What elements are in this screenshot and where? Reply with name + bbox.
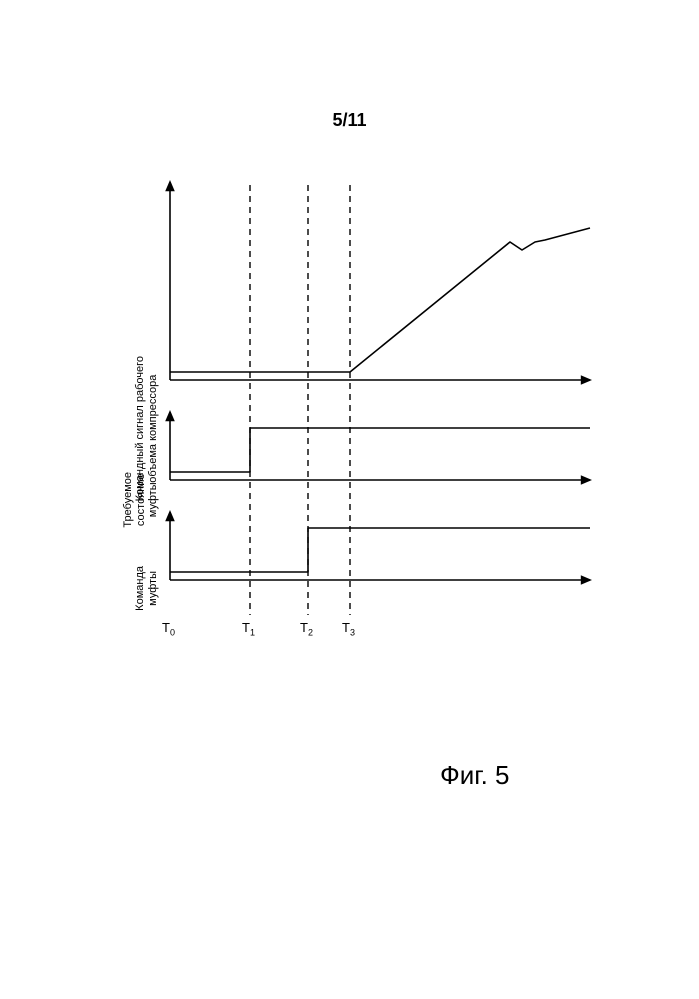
time-tick-T3: T3 (342, 620, 355, 638)
clutch-demand-ylabel: Требуемоесостояниемуфты (122, 472, 160, 528)
time-tick-T1: T1 (242, 620, 255, 638)
compressor-signal-trace (170, 228, 590, 372)
figure-caption: Фиг. 5 (440, 760, 510, 791)
time-tick-T0: T0 (162, 620, 175, 638)
clutch-demand-trace (170, 428, 590, 472)
page: 5/11 Командный сигнал рабочегообъема ком… (0, 0, 699, 999)
page-number: 5/11 (0, 110, 699, 131)
time-tick-T2: T2 (300, 620, 313, 638)
timing-svg (140, 180, 610, 640)
clutch-command-ylabel: Командамуфты (134, 566, 159, 611)
timing-diagram: Командный сигнал рабочегообъема компресс… (140, 180, 610, 640)
clutch-command-trace (170, 528, 590, 572)
